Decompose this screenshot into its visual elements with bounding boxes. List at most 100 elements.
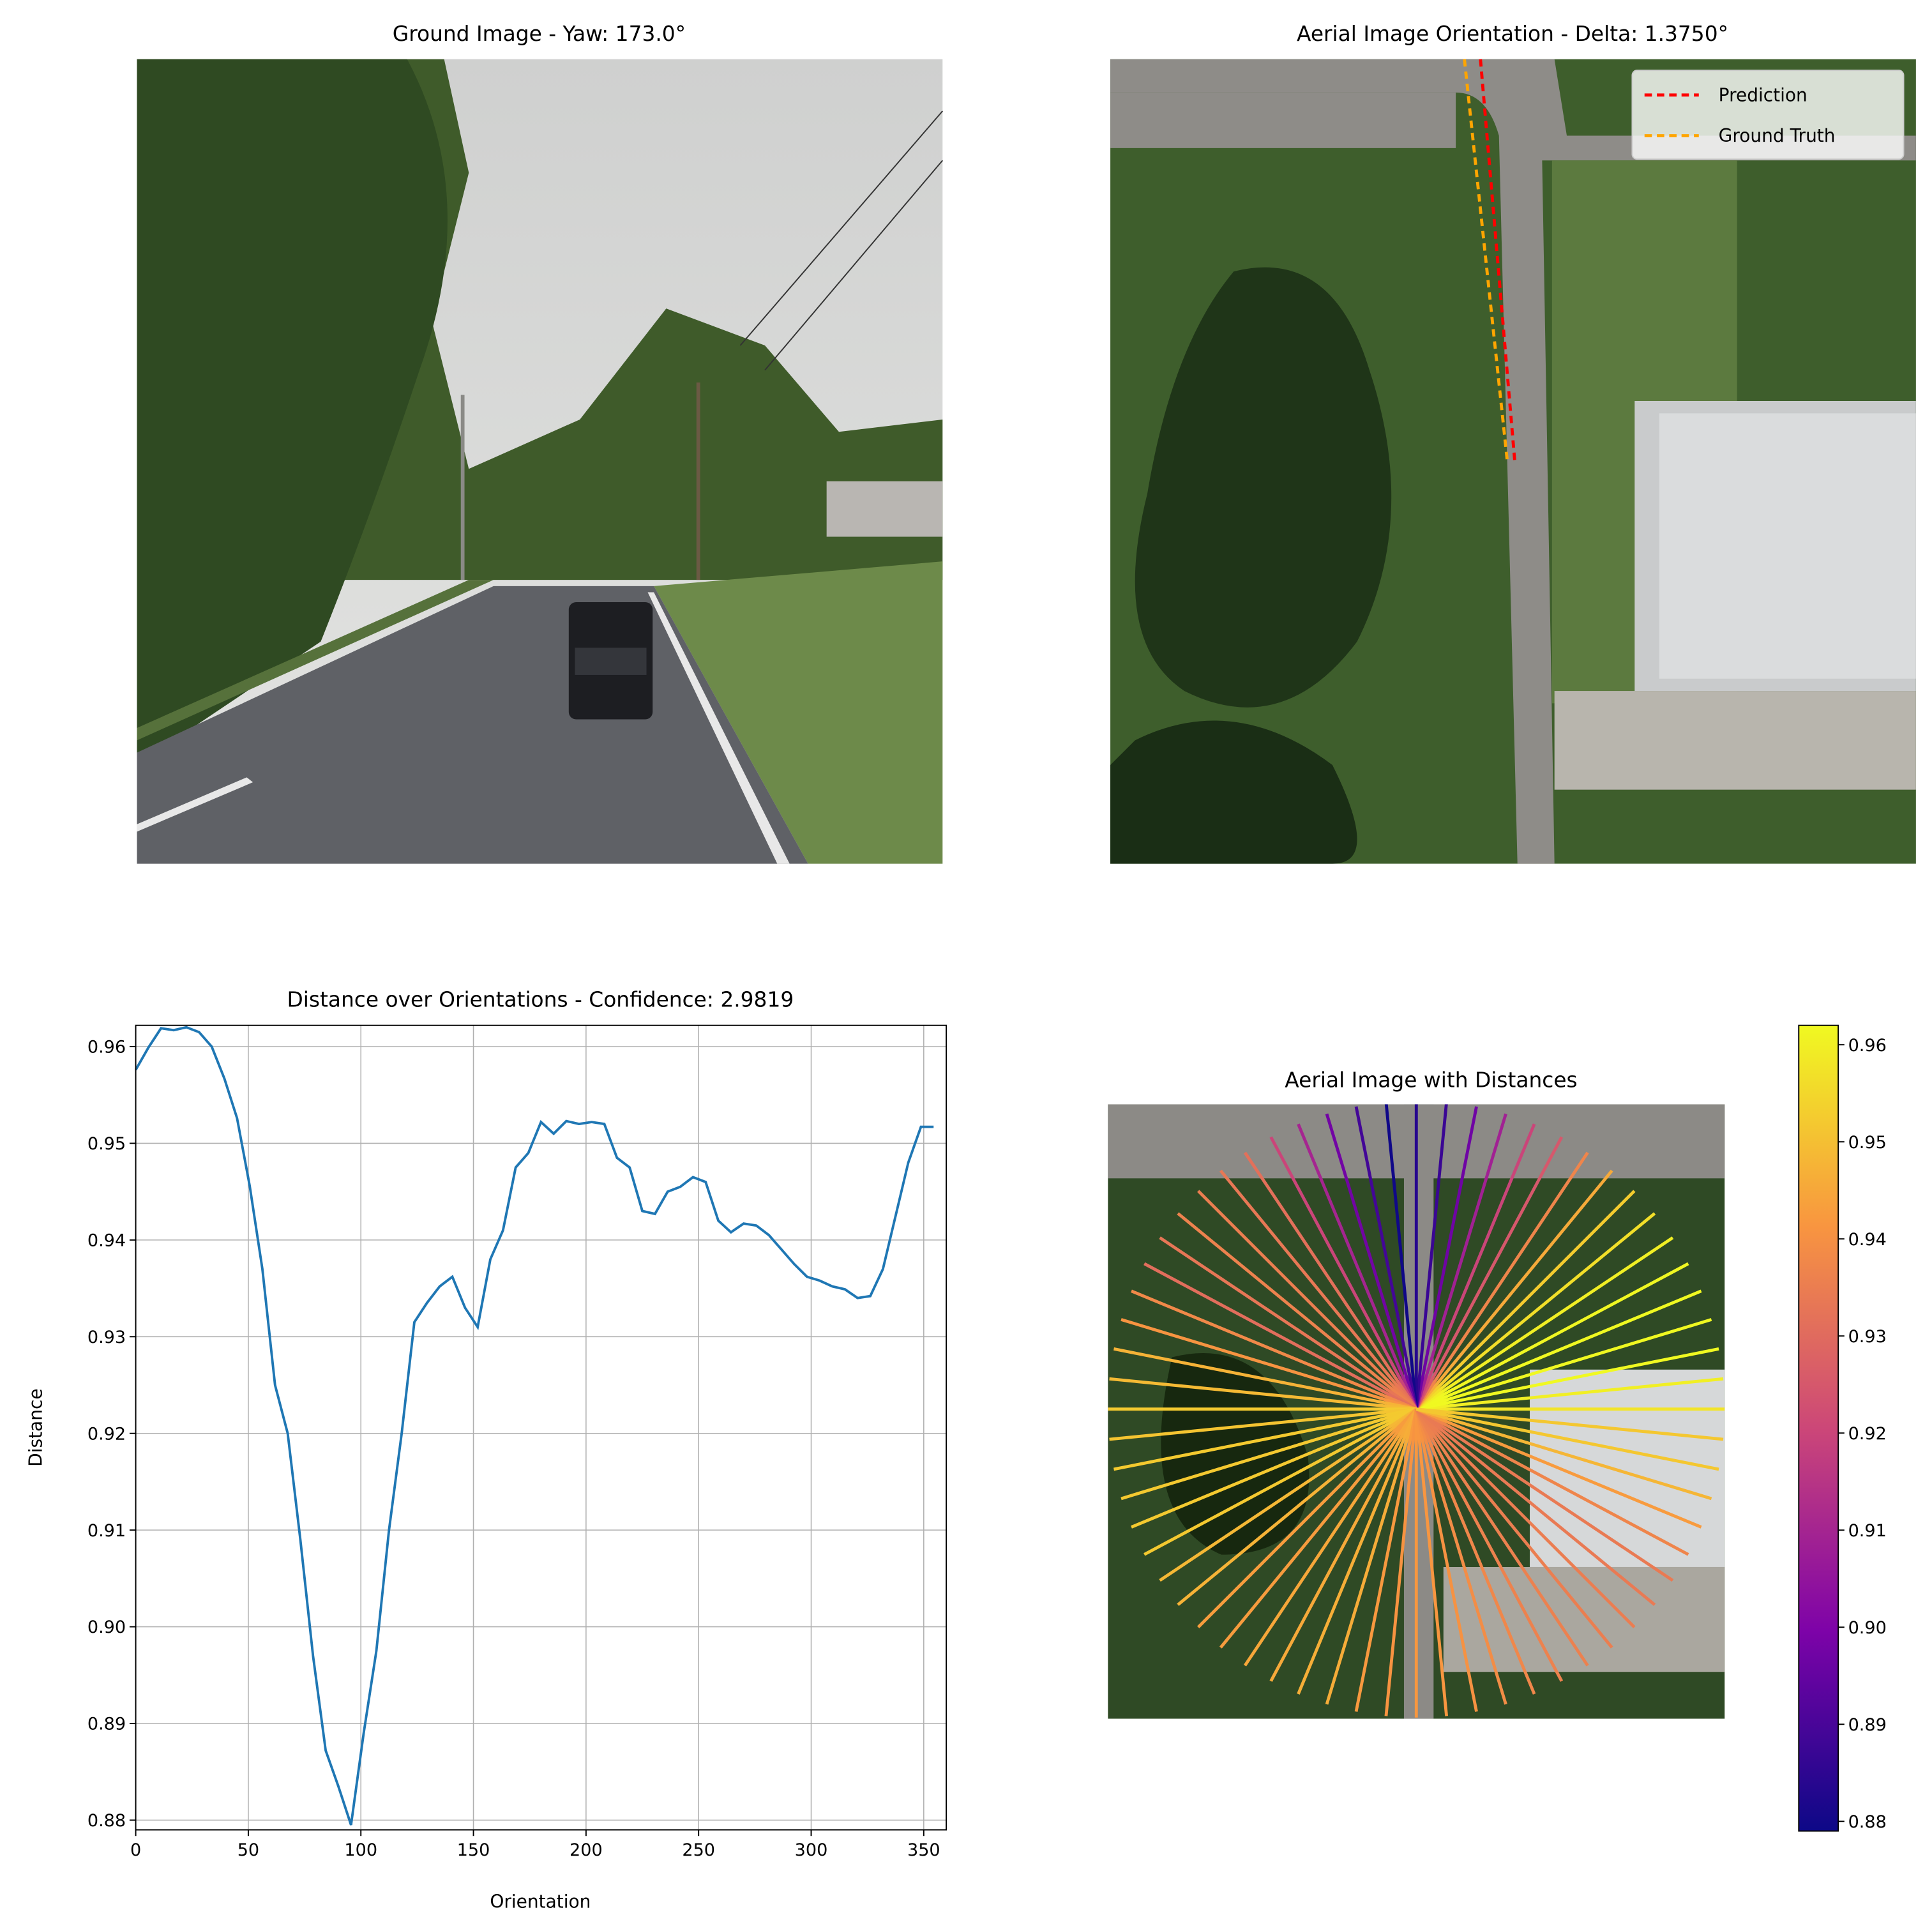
x-tick-label: 0 — [130, 1840, 141, 1860]
distance-ray — [1415, 1212, 1656, 1411]
distance-ray — [1196, 1407, 1417, 1628]
distance-ray — [1415, 1123, 1536, 1410]
colorbar-tick-label: 0.94 — [1848, 1230, 1887, 1250]
distance-ray — [1269, 1408, 1418, 1682]
colorbar-tick-label: 0.90 — [1848, 1618, 1887, 1638]
distance-ray — [1131, 1407, 1417, 1529]
distance-ray — [1415, 1190, 1636, 1411]
legend-label: Ground Truth — [1719, 125, 1836, 146]
y-tick-label: 0.91 — [87, 1521, 126, 1541]
x-axis-label: Orientation — [490, 1891, 591, 1912]
distance-ray — [1415, 1289, 1702, 1411]
distance-ray — [1354, 1106, 1418, 1410]
axes-frame — [135, 1024, 947, 1831]
y-tick-label: 0.94 — [87, 1231, 126, 1251]
distance-ray — [1415, 1407, 1656, 1606]
y-tick-label: 0.88 — [87, 1811, 126, 1831]
y-tick-label: 0.92 — [87, 1424, 126, 1444]
distance-ray — [1159, 1236, 1417, 1411]
distance-ray — [1415, 1151, 1589, 1410]
distance-ray — [1415, 1318, 1712, 1411]
distance-ray — [1414, 1409, 1478, 1712]
x-tick-label: 50 — [238, 1840, 259, 1860]
distance-ray — [1415, 1236, 1674, 1411]
prediction-line — [1479, 59, 1517, 464]
x-tick-label: 100 — [344, 1840, 377, 1860]
distance-ray — [1415, 1408, 1536, 1695]
x-tick-label: 350 — [907, 1840, 940, 1860]
colorbar-tick-label: 0.93 — [1848, 1327, 1887, 1347]
distance-ray — [1219, 1408, 1418, 1649]
distance-ray — [1415, 1408, 1564, 1682]
colorbar-tick-label: 0.95 — [1848, 1133, 1887, 1153]
y-tick-label: 0.90 — [87, 1617, 126, 1637]
panel-title: Aerial Image Orientation - Delta: 1.3750… — [1297, 22, 1728, 46]
distance-ray — [1269, 1136, 1418, 1410]
distance-ray — [1414, 1409, 1449, 1716]
distance-ray — [1416, 1377, 1724, 1411]
distance-ray — [1415, 1407, 1636, 1628]
distance-ray — [1325, 1408, 1418, 1705]
distance-ray — [1243, 1408, 1418, 1667]
distance-ray — [1415, 1407, 1702, 1529]
distance-ray — [1414, 1104, 1448, 1409]
distance-ray — [1384, 1104, 1418, 1409]
y-tick-label: 0.95 — [87, 1134, 126, 1154]
aerial-image — [1110, 59, 1916, 864]
distance-ray — [1243, 1151, 1418, 1410]
distance-ray — [1109, 1377, 1417, 1411]
y-tick-label: 0.89 — [87, 1715, 126, 1734]
distance-ray — [1196, 1190, 1417, 1411]
x-tick-label: 150 — [457, 1840, 490, 1860]
distance-ray — [1325, 1113, 1418, 1410]
colorbar-tick-label: 0.91 — [1848, 1521, 1887, 1541]
distance-ray — [1143, 1262, 1417, 1411]
distance-ray — [1297, 1123, 1418, 1410]
x-tick-label: 250 — [682, 1840, 715, 1860]
y-axis-label: Distance — [26, 1388, 47, 1466]
distance-ray — [1415, 1407, 1719, 1471]
colorbar-tick-label: 0.89 — [1848, 1715, 1887, 1735]
colorbar — [1798, 1024, 1839, 1832]
distance-ray — [1415, 1347, 1719, 1411]
panel-title: Distance over Orientations - Confidence:… — [287, 988, 794, 1012]
distance-ray — [1143, 1407, 1417, 1556]
legend: Prediction Ground Truth — [1631, 70, 1905, 160]
radial-lines — [1108, 1104, 1725, 1718]
distance-ray — [1177, 1212, 1417, 1411]
distance-ray — [1121, 1407, 1417, 1501]
ground-truth-line — [1463, 59, 1509, 464]
distance-ray — [1415, 1136, 1564, 1410]
legend-label: Prediction — [1719, 84, 1807, 105]
colorbar-tick-label: 0.96 — [1848, 1036, 1887, 1056]
ground-image — [137, 59, 944, 864]
distance-ray — [1415, 1407, 1674, 1582]
distance-ray — [1415, 1408, 1613, 1649]
distance-ray — [1113, 1347, 1417, 1411]
distance-ray — [1121, 1318, 1417, 1411]
distance-ray — [1219, 1169, 1418, 1411]
distance-ray — [1354, 1409, 1418, 1712]
distance-ray — [1415, 1262, 1689, 1411]
distance-ray — [1415, 1169, 1613, 1411]
distance-ray — [1177, 1407, 1417, 1606]
distance-ray — [1384, 1409, 1418, 1716]
x-tick-label: 200 — [570, 1840, 603, 1860]
panel-title: Ground Image - Yaw: 173.0° — [393, 22, 686, 46]
colorbar-tick-label: 0.92 — [1848, 1424, 1887, 1444]
data-line — [134, 1026, 934, 1826]
panel-title: Aerial Image with Distances — [1285, 1068, 1577, 1092]
y-tick-label: 0.93 — [87, 1328, 126, 1347]
distance-ray — [1415, 1407, 1712, 1501]
colorbar-tick-label: 0.88 — [1848, 1812, 1887, 1832]
distance-ray — [1131, 1289, 1417, 1411]
distance-ray — [1414, 1408, 1507, 1705]
distance-ray — [1414, 1113, 1507, 1410]
x-tick-label: 300 — [795, 1840, 828, 1860]
distance-ray — [1415, 1407, 1689, 1556]
distance-ray — [1109, 1407, 1417, 1441]
distance-ray — [1414, 1106, 1478, 1410]
distance-ray — [1297, 1408, 1418, 1695]
